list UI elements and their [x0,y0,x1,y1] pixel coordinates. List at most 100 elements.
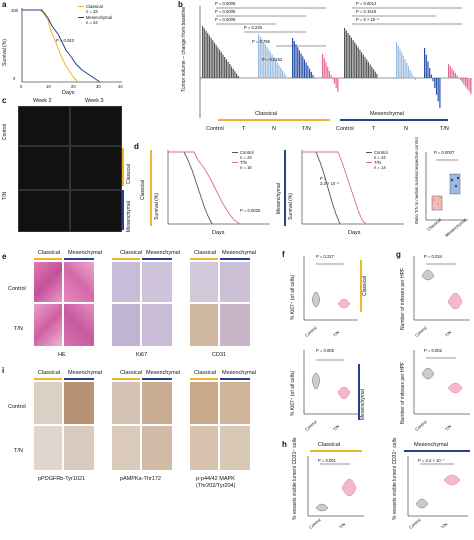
waterfall-bar [396,42,398,78]
waterfall-bar [458,77,460,79]
e-row-tn: T/N [14,326,23,332]
f-p-classical: P = 0.227 [316,254,334,259]
waterfall-bar [292,38,294,78]
waterfall-bar [263,41,265,78]
e-col-1: Mesenchymal [68,250,102,256]
waterfall-bar [207,33,209,78]
d-m-legend-1: n = 24 [374,155,386,160]
waterfall-bar [323,58,325,78]
waterfall-bar [314,78,316,79]
e-col-4: Classical [194,250,217,256]
b-p-c3: P = 0.235 [244,25,262,30]
waterfall-bar [461,78,463,83]
b-p-c2: P = 0.0006 [215,9,236,14]
waterfall-bar [236,73,238,78]
b-p-c0: P = 0.0009 [215,1,236,6]
waterfall-bar [335,78,337,88]
e-bar-m2 [142,258,172,260]
waterfall-bar [439,78,441,108]
d-c-legend-3: n = 16 [240,165,252,170]
e-bar-c3 [190,258,218,260]
b-p-m1: P = 0.1516 [356,9,377,14]
waterfall-bar [448,64,450,78]
waterfall-bar [465,78,467,87]
mri-tn-mes-week2 [18,190,70,232]
d-c-legend-0: Control [240,150,254,155]
e-ki67-control-mes [142,262,172,302]
waterfall-bar [451,68,453,78]
i-row-control: Control [8,404,26,410]
a-legend-classical: Classical [86,4,103,9]
h-mes-label: Mesenchymal [414,442,448,448]
b-mes-bar [340,119,448,121]
waterfall-bar [404,59,406,78]
waterfall-bar [463,78,465,85]
h-classical-chart [307,456,364,517]
e-ki67-tn-classical [112,304,140,346]
waterfall-bar [361,52,363,78]
waterfall-bar [285,75,287,78]
waterfall-bar [205,30,207,79]
c-mes-bar [122,190,124,230]
i-bar-m1 [64,378,94,380]
a-xlabel: Days [62,90,75,96]
waterfall-bar [402,55,404,78]
i-col-2: Classical [120,370,143,376]
e-cd31-control-mes [220,262,250,302]
h-classical-bar [310,450,362,452]
d-ratio-p: P = 0.0007 [434,150,455,155]
waterfall-bar [362,54,364,78]
mri-tn-classical-week3 [70,146,122,190]
waterfall-bar [275,59,277,78]
waterfall-bar [424,48,426,78]
e-ki67-tn-mes [142,304,172,346]
waterfall-bar [261,39,263,78]
waterfall-bar [310,71,312,78]
i-bar-c1 [34,378,62,380]
d-mes-bar [284,150,286,226]
waterfall-bar [347,32,349,78]
g-mes-chart [413,350,470,415]
waterfall-bar [454,73,456,78]
i-pampk-tn-mes [142,426,172,470]
a-legend-classical-swatch [78,6,84,7]
waterfall-bar [271,54,273,78]
f-classical-chart [303,256,358,321]
d-classical-label: Classical [140,179,146,200]
i-row-tn: T/N [14,448,23,454]
c-col-week2: Week 2 [33,98,52,104]
waterfall-bar [300,53,302,78]
waterfall-bar [222,54,224,78]
panel-a-ylabel: Survival (%) [2,39,8,66]
f-p-mes: P = 0.005 [316,348,334,353]
a-xtick-1: 10 [46,84,51,89]
waterfall-bar [264,44,266,78]
waterfall-bar [303,59,306,78]
waterfall-bar [297,47,299,78]
c-col-week3: Week 3 [85,98,104,104]
e-col-2: Classical [120,250,143,256]
waterfall-bar [435,78,438,95]
b-group-3: T/N [302,126,311,132]
waterfall-bar [286,78,289,79]
waterfall-bar [425,54,427,78]
waterfall-bar [210,37,212,78]
c-row-tn: T/N [2,191,8,200]
waterfall-bar [371,66,373,78]
i-pdgfrb-control-classical [34,382,62,424]
e-col-3: Mesenchymal [146,250,180,256]
g-classical-chart [413,256,470,321]
i-stain-2: p-p44/42 MAPK [196,476,235,482]
i-pdgfrb-tn-classical [34,426,62,470]
waterfall-bar [330,75,332,78]
a-xtick-4: 40 [118,84,123,89]
h-ylabel-2: % vessels visible lumen/ CD31⁺ cells [392,437,398,520]
waterfall-bar [219,49,221,78]
panel-d-label: d [134,142,139,151]
waterfall-bar [230,66,233,78]
panel-f-label: f [282,250,285,259]
waterfall-bar [232,68,234,78]
waterfall-bar [302,56,304,78]
h-classical-label: Classical [318,442,341,448]
waterfall-bar [237,76,239,78]
